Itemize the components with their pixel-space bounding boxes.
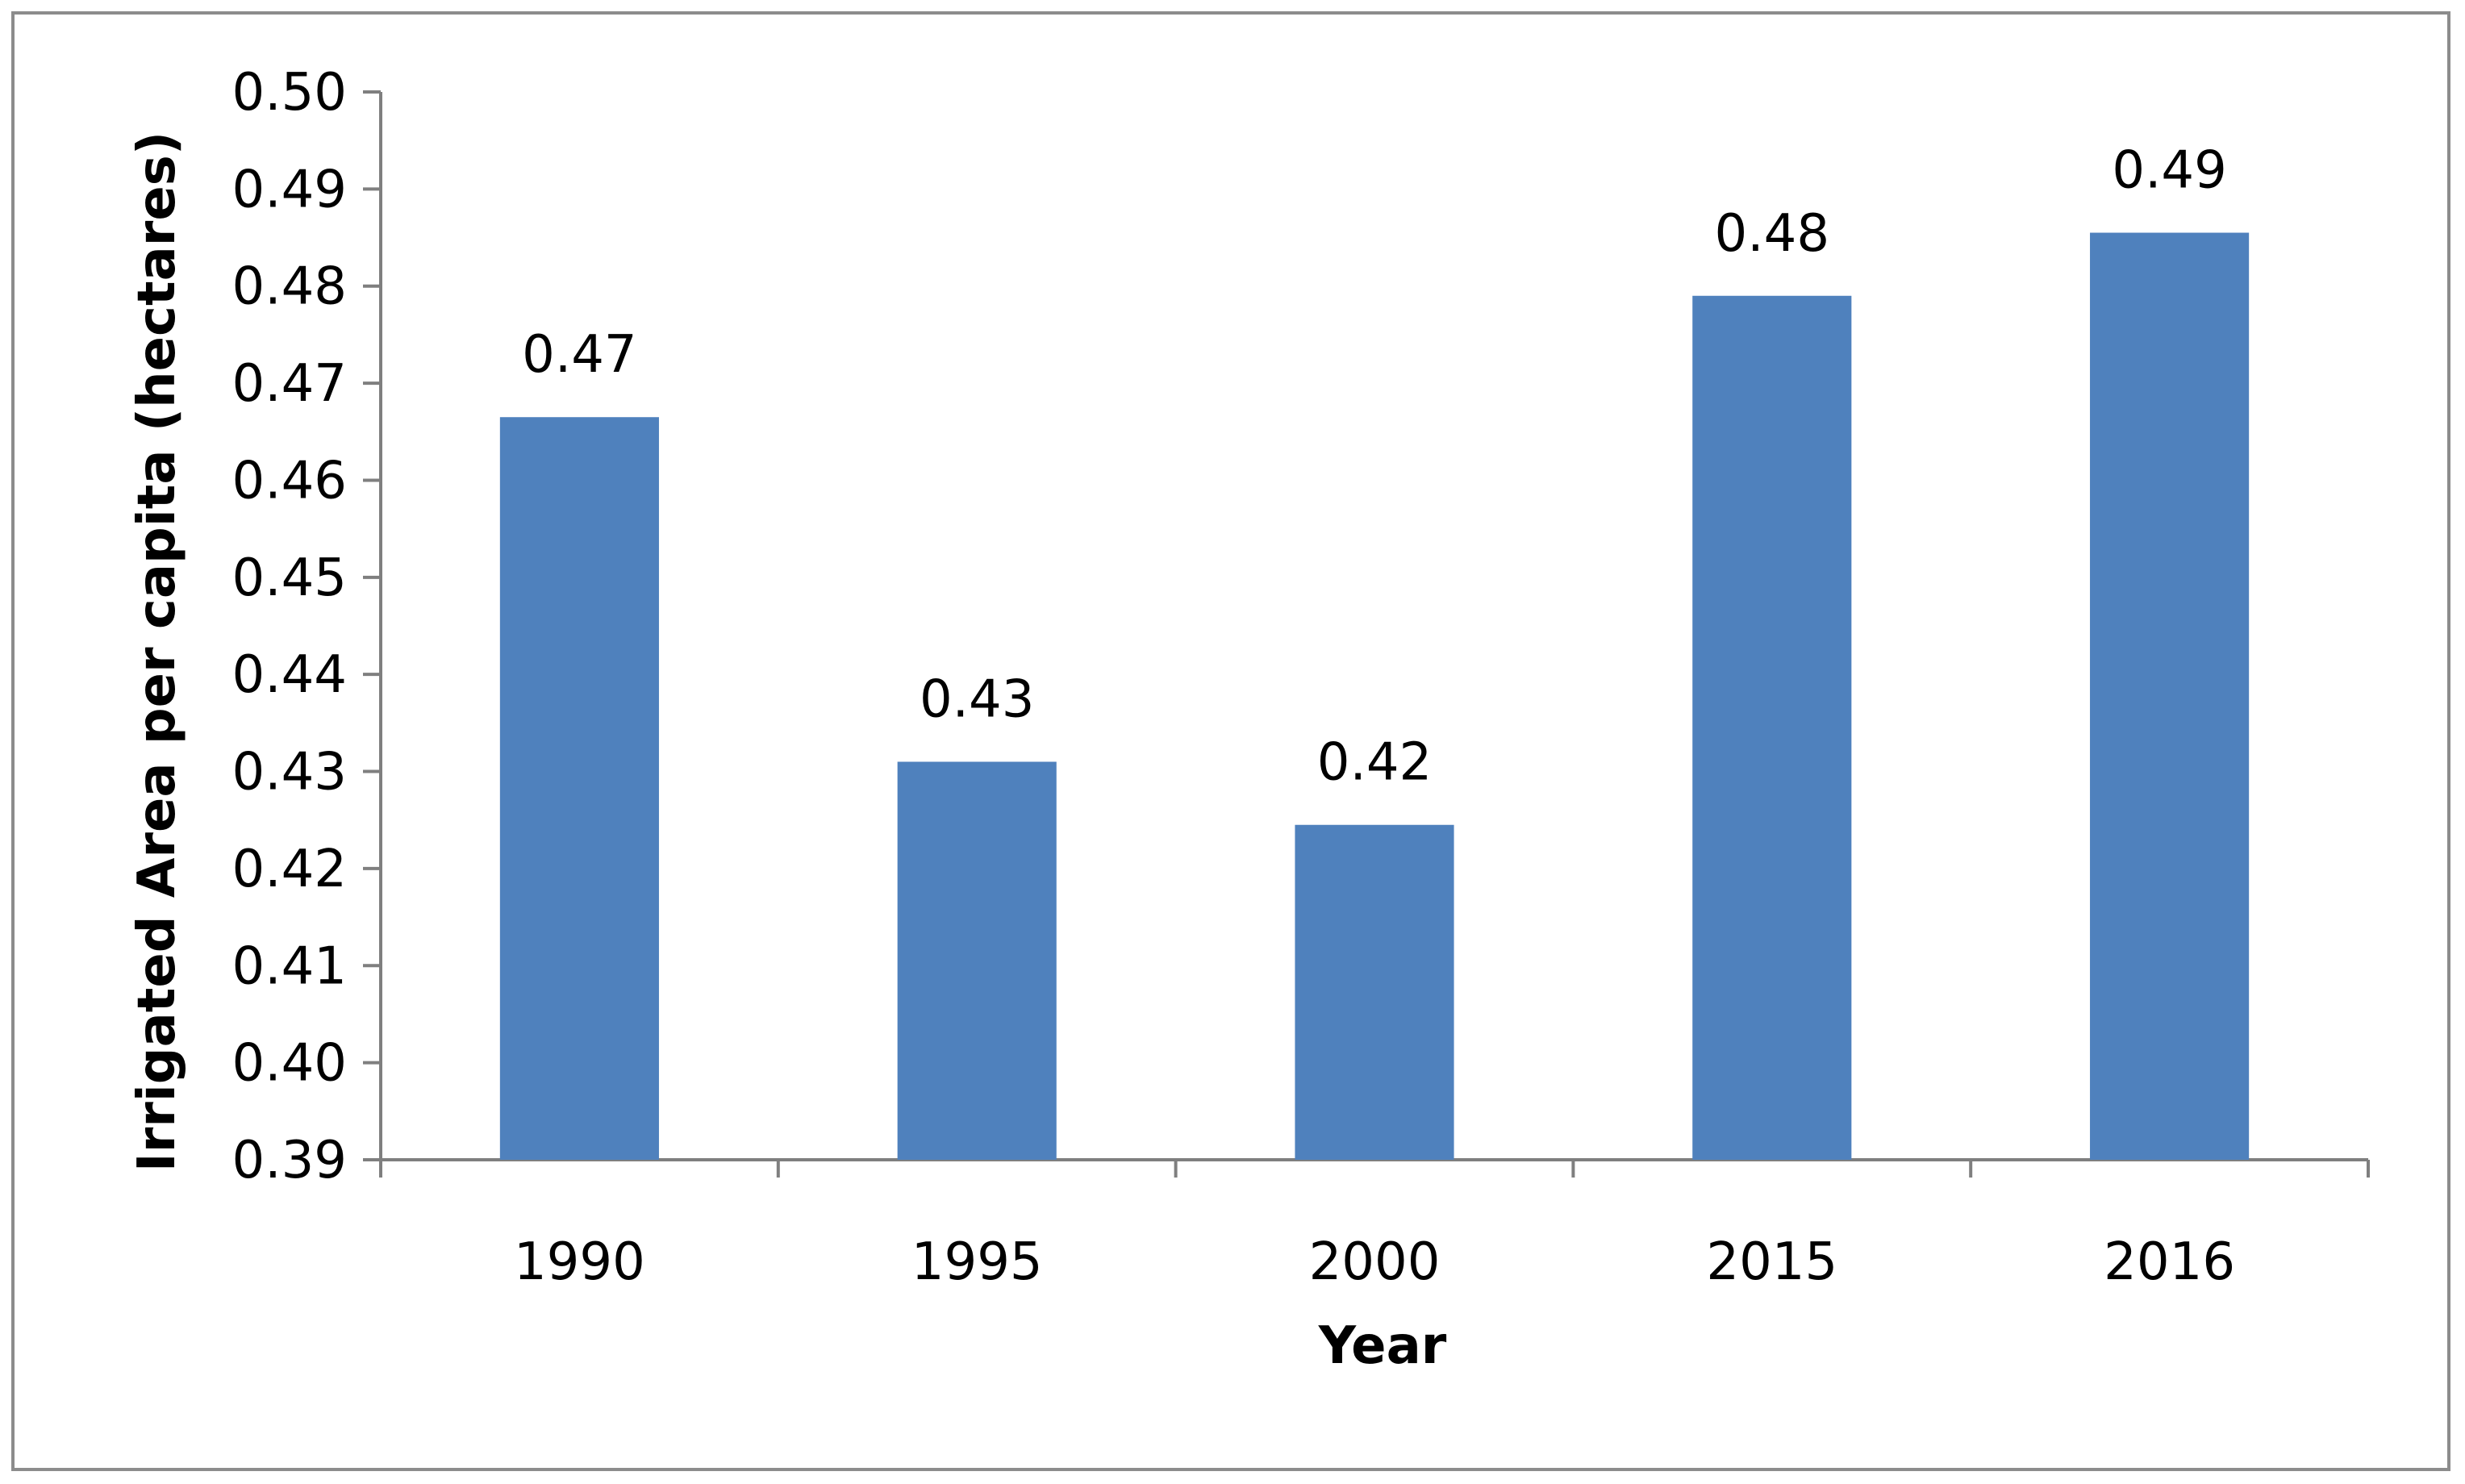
y-tick-label: 0.46	[232, 451, 348, 511]
data-label: 0.49	[2112, 141, 2227, 201]
bar	[1692, 295, 1852, 1160]
y-tick-label: 0.50	[232, 63, 348, 123]
data-label: 0.43	[920, 670, 1035, 730]
bar	[1295, 824, 1454, 1160]
x-tick-label: 2000	[1309, 1232, 1441, 1292]
y-tick-label: 0.40	[232, 1034, 348, 1094]
data-label: 0.48	[1715, 204, 1830, 264]
y-tick-label: 0.49	[232, 160, 348, 219]
chart-frame: 0.39 0.40 0.41 0.42 0.43 0.44 0.45 0.46 0.47 0.48…	[11, 11, 2450, 1471]
bar-chart: 0.39 0.40 0.41 0.42 0.43 0.44 0.45 0.46 0.47 0.48…	[127, 63, 2370, 1376]
data-label: 0.42	[1317, 733, 1433, 793]
x-axis-title: Year	[1318, 1316, 1447, 1376]
x-axis: 1990 1995 2000 2015 2016	[379, 1158, 2370, 1292]
x-tick-label: 1995	[911, 1232, 1043, 1292]
y-tick-label: 0.44	[232, 645, 348, 705]
y-tick-label: 0.47	[232, 354, 348, 414]
y-axis: 0.39 0.40 0.41 0.42 0.43 0.44 0.45 0.46 0.47 0.48…	[232, 63, 382, 1190]
y-tick-label: 0.48	[232, 257, 348, 317]
y-tick-label: 0.45	[232, 548, 348, 608]
y-tick-label: 0.42	[232, 840, 348, 899]
y-axis-title: Irrigated Area per capita (hectares)	[127, 131, 187, 1172]
x-tick-label: 2016	[2104, 1232, 2235, 1292]
x-tick-label: 1990	[514, 1232, 645, 1292]
bar	[897, 761, 1057, 1160]
y-tick-label: 0.41	[232, 936, 348, 996]
bar	[2090, 232, 2250, 1160]
bars	[499, 232, 2250, 1160]
bar	[499, 417, 659, 1160]
y-tick-label: 0.43	[232, 743, 348, 802]
x-tick-label: 2015	[1706, 1232, 1837, 1292]
data-labels: 0.47 0.43 0.42 0.48 0.49	[522, 141, 2227, 793]
data-label: 0.47	[522, 325, 637, 385]
y-tick-label: 0.39	[232, 1131, 348, 1190]
